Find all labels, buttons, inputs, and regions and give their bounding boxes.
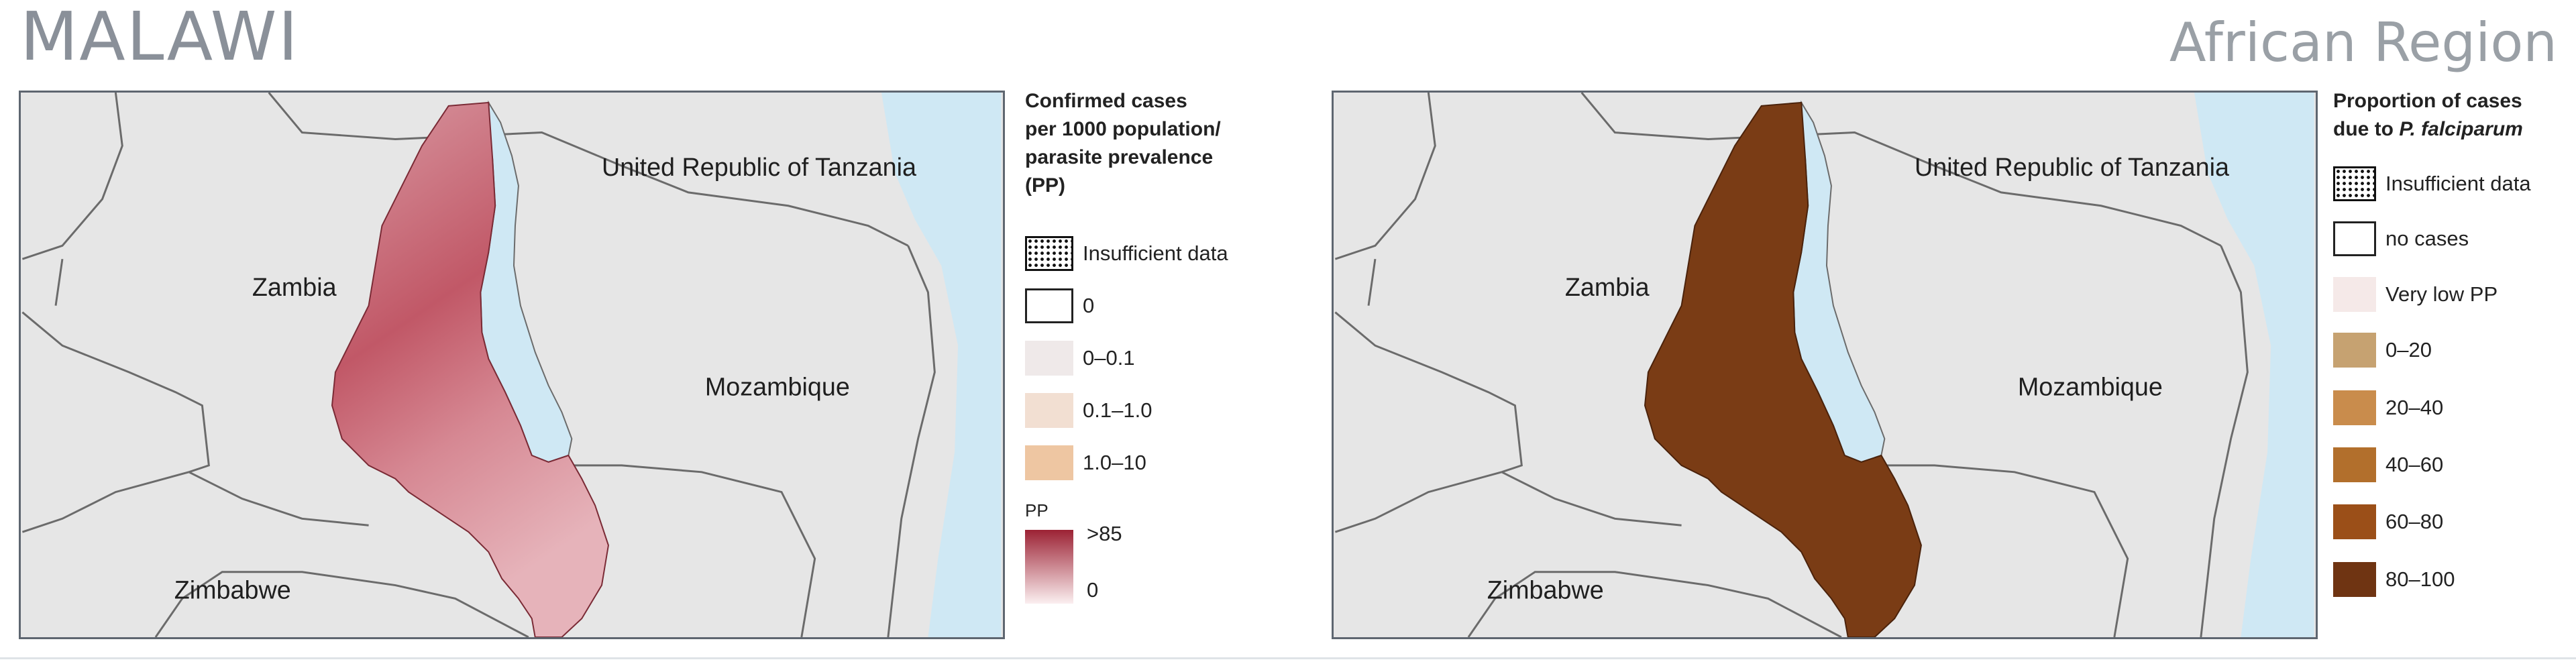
hatch-swatch xyxy=(2333,166,2376,201)
color-swatch xyxy=(2333,390,2376,425)
label-zambia: Zambia xyxy=(1565,273,1650,301)
bottom-rule xyxy=(0,657,2576,659)
legend-item-range-3: 1.0–10 xyxy=(1025,445,1146,480)
legend-title-prefix: due to xyxy=(2333,118,2400,140)
legend-item-0-20: 0–20 xyxy=(2333,333,2432,368)
legend-label: Very low PP xyxy=(2385,282,2498,306)
legend-item-no-cases: no cases xyxy=(2333,221,2469,256)
legend-item-range-2: 0.1–1.0 xyxy=(1025,393,1152,428)
legend-title-line: due to P. falciparum xyxy=(2333,115,2575,144)
color-swatch xyxy=(1025,393,1073,428)
legend-title-line: Proportion of cases xyxy=(2333,90,2522,112)
legend-item-insufficient: Insufficient data xyxy=(2333,166,2531,201)
legend-label: 0 xyxy=(1083,294,1095,317)
label-mozambique: Mozambique xyxy=(2018,373,2163,401)
label-zimbabwe: Zimbabwe xyxy=(174,575,291,604)
legend-title-line: parasite prevalence xyxy=(1025,146,1214,168)
legend-label: Insufficient data xyxy=(1083,241,1228,265)
malawi-territory xyxy=(1644,101,1922,637)
legend-title: Proportion of cases due to P. falciparum xyxy=(2333,87,2575,144)
pp-label: PP xyxy=(1025,500,1049,520)
legend-item-40-60: 40–60 xyxy=(2333,447,2443,482)
legend-falciparum: Proportion of cases due to P. falciparum… xyxy=(2333,87,2575,624)
label-tanzania: United Republic of Tanzania xyxy=(1915,153,2229,181)
color-swatch xyxy=(2333,277,2376,312)
color-swatch xyxy=(1025,341,1073,376)
label-zambia: Zambia xyxy=(252,273,337,301)
legend-item-80-100: 80–100 xyxy=(2333,562,2455,597)
pp-max-label: >85 xyxy=(1087,522,1122,545)
color-swatch xyxy=(2333,447,2376,482)
legend-label: 1.0–10 xyxy=(1083,451,1146,474)
legend-item-insufficient: Insufficient data xyxy=(1025,236,1228,271)
legend-item-20-40: 20–40 xyxy=(2333,390,2443,425)
legend-label: 0.1–1.0 xyxy=(1083,398,1152,422)
legend-label: 40–60 xyxy=(2385,453,2444,476)
legend-item-very-low: Very low PP xyxy=(2333,277,2498,312)
hatch-swatch xyxy=(1025,236,1073,271)
legend-title-line: per 1000 population/ xyxy=(1025,118,1221,140)
country-borders xyxy=(1334,93,2249,637)
color-swatch xyxy=(2333,562,2376,597)
legend-confirmed-cases: Confirmed cases per 1000 population/ par… xyxy=(1025,87,1293,624)
legend-item-zero: 0 xyxy=(1025,288,1094,323)
color-swatch xyxy=(2333,504,2376,539)
legend-title-line: (PP) xyxy=(1025,174,1065,197)
malawi-territory xyxy=(331,101,609,637)
legend-label: no cases xyxy=(2385,227,2469,250)
pp-min-label: 0 xyxy=(1087,578,1099,602)
color-swatch xyxy=(1025,288,1073,323)
legend-label: 20–40 xyxy=(2385,396,2444,419)
label-zimbabwe: Zimbabwe xyxy=(1487,575,1604,604)
country-borders xyxy=(21,93,936,637)
region-title: African Region xyxy=(2169,11,2557,74)
legend-label: 80–100 xyxy=(2385,567,2455,591)
color-swatch xyxy=(2333,221,2376,256)
legend-label: 60–80 xyxy=(2385,510,2444,533)
legend-title-species: P. falciparum xyxy=(2399,118,2523,140)
legend-label: Insufficient data xyxy=(2385,172,2531,195)
legend-item-range-1: 0–0.1 xyxy=(1025,341,1135,376)
label-mozambique: Mozambique xyxy=(705,373,850,401)
indian-ocean xyxy=(881,93,1002,637)
pp-gradient-swatch xyxy=(1025,530,1073,604)
color-swatch xyxy=(1025,445,1073,480)
map-falciparum-proportion: United Republic of Tanzania Zambia Mozam… xyxy=(1332,91,2318,639)
legend-title: Confirmed cases per 1000 population/ par… xyxy=(1025,87,1293,200)
map-confirmed-cases: United Republic of Tanzania Zambia Mozam… xyxy=(19,91,1005,639)
legend-title-line: Confirmed cases xyxy=(1025,90,1187,112)
legend-label: 0–20 xyxy=(2385,338,2432,362)
map-falciparum-proportion-canvas: United Republic of Tanzania Zambia Mozam… xyxy=(1334,93,2314,637)
map-confirmed-cases-canvas: United Republic of Tanzania Zambia Mozam… xyxy=(21,93,1002,637)
indian-ocean xyxy=(2194,93,2314,637)
legend-item-60-80: 60–80 xyxy=(2333,504,2443,539)
color-swatch xyxy=(2333,333,2376,368)
label-tanzania: United Republic of Tanzania xyxy=(602,153,916,181)
country-title: MALAWI xyxy=(20,0,300,76)
legend-label: 0–0.1 xyxy=(1083,346,1135,370)
